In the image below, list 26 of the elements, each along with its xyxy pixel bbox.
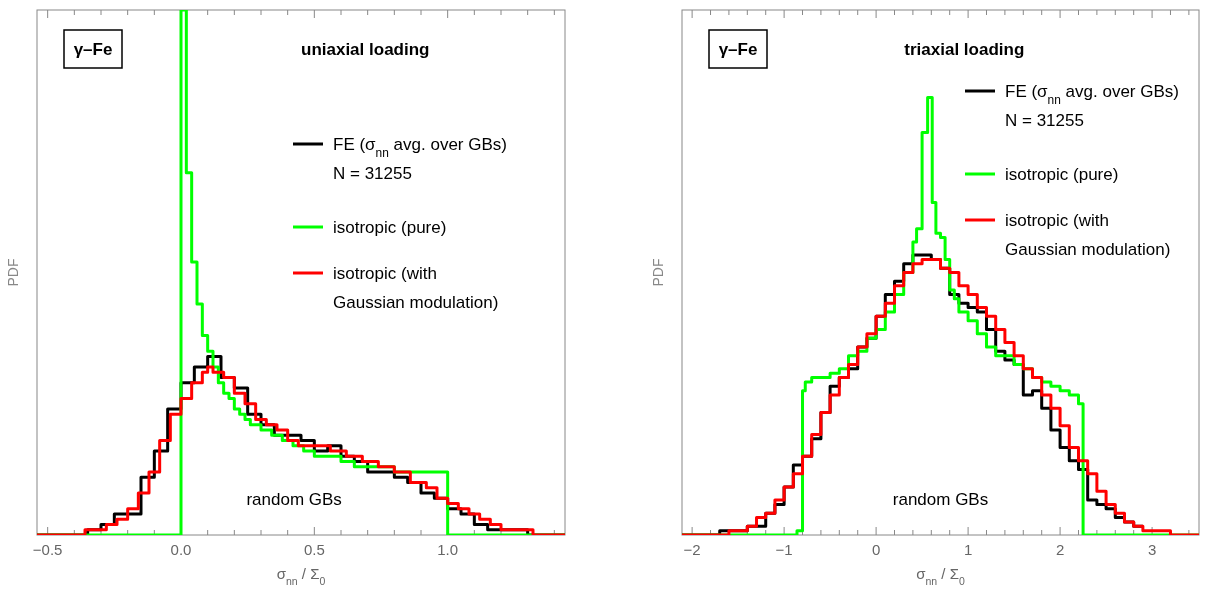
- chart-title: triaxial loading: [904, 40, 1025, 59]
- annotation: random GBs: [892, 490, 989, 509]
- legend-label: FE (σ$_{nn}$ avg. over GBs) N = 31255: [333, 135, 507, 183]
- x-tick-label: 0: [871, 541, 881, 558]
- x-tick-label: −2: [683, 541, 701, 558]
- annotation: random GBs: [246, 490, 342, 509]
- legend-label: isotropic (with Gaussian modulation): [333, 264, 499, 312]
- x-tick-label: 3: [1147, 541, 1157, 558]
- y-axis-title: PDF: [5, 258, 21, 287]
- text: uniaxial loading: [301, 40, 430, 59]
- x-tick-label: −1: [775, 541, 793, 558]
- text: γ–Fe: [718, 40, 758, 59]
- x-tick-label: 0.0: [170, 541, 192, 558]
- x-tick-label: 0.5: [303, 541, 325, 558]
- x-tick-label: 1: [963, 541, 973, 558]
- x-axis-title: σ$_{nn}$ / Σ$_{0}$: [916, 565, 965, 587]
- legend-label: isotropic (pure): [1005, 165, 1119, 184]
- legend-label: isotropic (with Gaussian modulation): [1005, 211, 1171, 259]
- x-axis-title: σ$_{nn}$ / Σ$_{0}$: [276, 565, 326, 587]
- legend-label: isotropic (pure): [333, 218, 447, 237]
- legend-label: FE (σ$_{nn}$ avg. over GBs) N = 31255: [1005, 82, 1179, 130]
- annotation: γ–Fe: [73, 40, 113, 59]
- x-tick-label: 1.0: [437, 541, 459, 558]
- x-tick-label: 2: [1055, 541, 1065, 558]
- x-tick-label: −0.5: [32, 541, 63, 558]
- y-axis-title: PDF: [650, 258, 666, 287]
